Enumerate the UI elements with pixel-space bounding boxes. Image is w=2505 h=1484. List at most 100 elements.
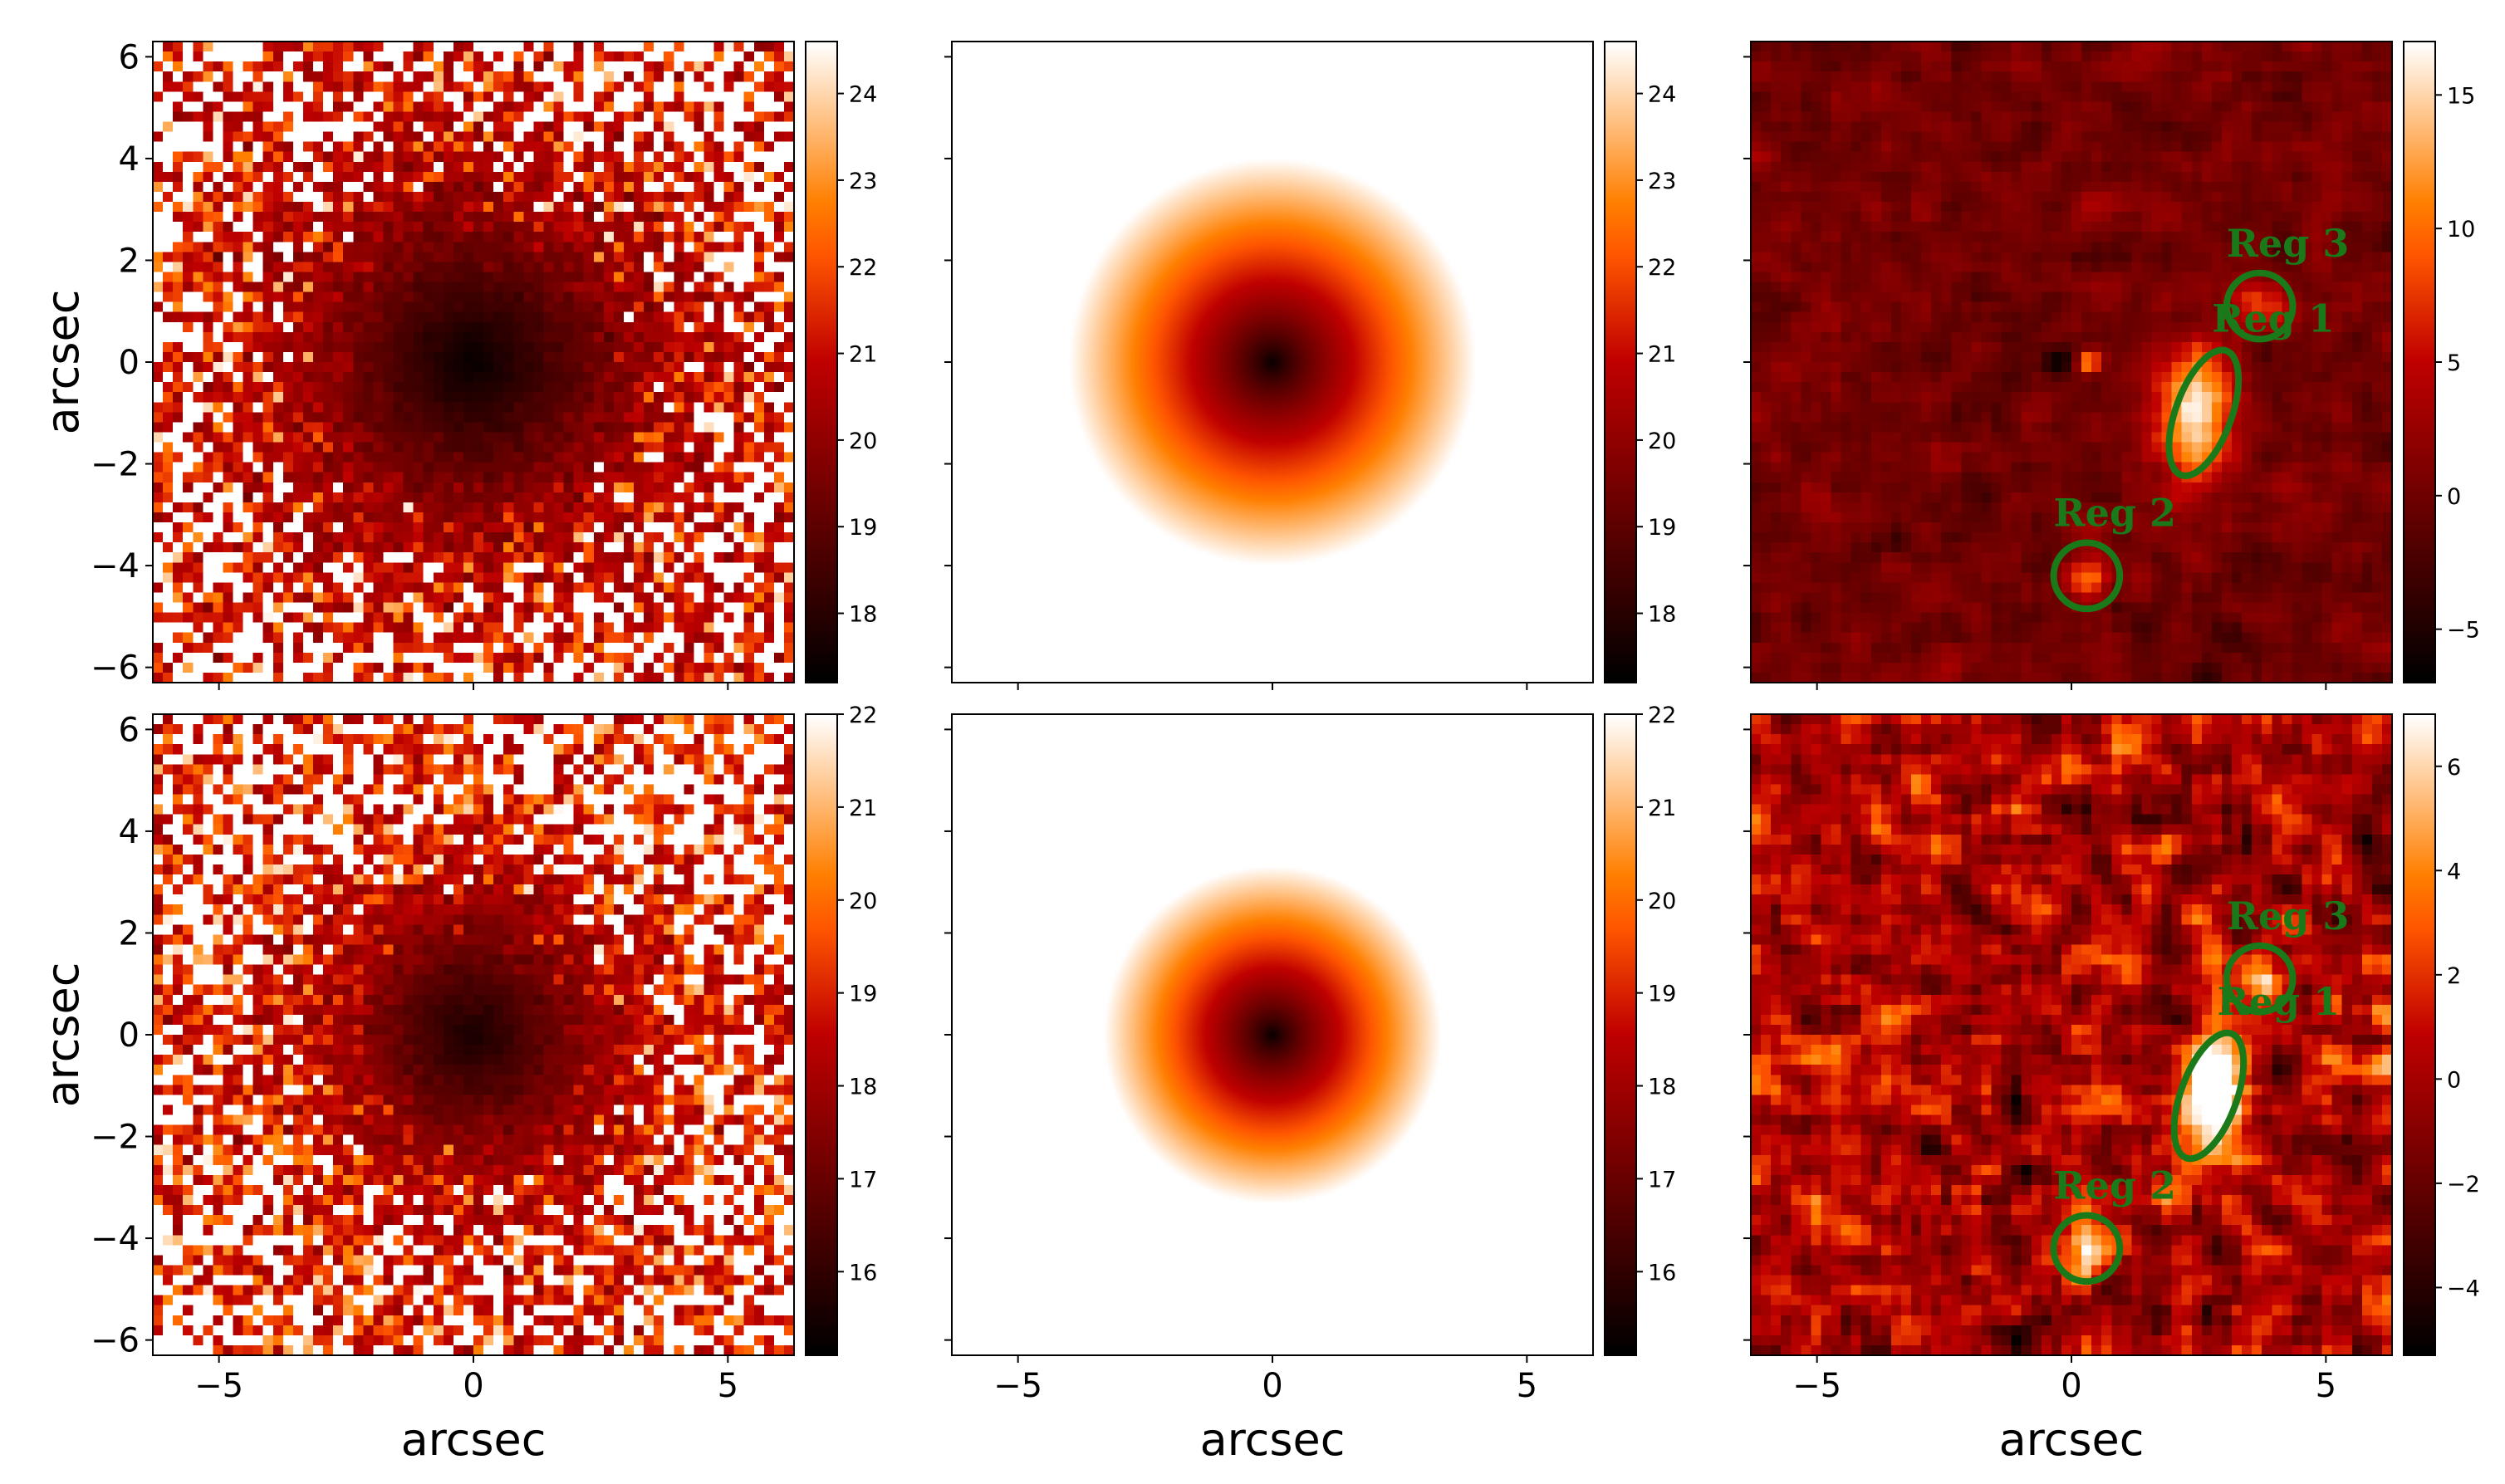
x-tick-label: 5	[718, 1367, 738, 1405]
colorbar-tick-label: 20	[849, 889, 877, 914]
y-axis-label: arcsec	[37, 962, 89, 1108]
region-ellipse	[2223, 269, 2297, 343]
heatmap-image	[1751, 42, 2392, 683]
colorbar-tick-label: 19	[1648, 982, 1676, 1007]
y-tick-label: 4	[119, 813, 140, 851]
heatmap-image	[952, 42, 1593, 683]
x-tick-label: 0	[463, 1367, 483, 1405]
y-tick-label: −2	[91, 446, 140, 484]
colorbar-tick-label: 20	[1648, 429, 1676, 454]
panel-row1-col2: 18 19 20 21 22 23 24	[944, 41, 1676, 690]
heatmap-image	[952, 714, 1593, 1355]
heatmap-image	[153, 42, 794, 683]
colorbar-tick-label: 18	[849, 1075, 877, 1100]
colorbar-tick-label: −2	[2447, 1172, 2480, 1197]
colorbar-frame	[805, 713, 838, 1356]
x-tick-label: −5	[194, 1367, 243, 1405]
colorbar-tick-label: 5	[2447, 350, 2461, 376]
colorbar-tick-label: 22	[849, 255, 877, 281]
y-tick-label: 2	[119, 242, 140, 280]
region-ellipse	[2050, 539, 2124, 613]
y-tick-label: 6	[119, 38, 140, 76]
panel-row2-col1: −6 −4 −2 0 2 4 6 −5 0 5 arcsec arcsec 16 17 18 19 20 21 22	[37, 703, 877, 1466]
colorbar	[2404, 714, 2435, 1355]
colorbar-tick-label: 18	[849, 602, 877, 628]
colorbar-tick-label: 10	[2447, 217, 2475, 242]
colorbar-tick-label: 22	[1648, 255, 1676, 281]
colorbar-tick-label: −5	[2447, 618, 2480, 644]
colorbar	[806, 42, 837, 683]
region-label: Reg 2	[2053, 491, 2176, 536]
colorbar-tick-label: 17	[849, 1167, 877, 1193]
colorbar-tick-label: 16	[849, 1260, 877, 1286]
y-tick-label: 0	[119, 344, 140, 382]
region-label: Reg 3	[2227, 894, 2350, 938]
colorbar-tick-label: 21	[849, 796, 877, 821]
y-tick-label: −6	[91, 1322, 140, 1360]
x-tick-label: −5	[1792, 1367, 1841, 1405]
y-tick-label: 4	[119, 140, 140, 179]
colorbar-frame	[1604, 41, 1637, 683]
region-ellipse	[2170, 1029, 2248, 1163]
x-tick-label: 5	[2316, 1367, 2336, 1405]
panel-row2-col2: −5 0 5 arcsec 16 17 18 19 20 21 22	[944, 703, 1676, 1466]
colorbar-frame	[2403, 713, 2436, 1356]
colorbar-tick-label: 18	[1648, 602, 1676, 628]
colorbar-tick-label: 15	[2447, 83, 2475, 109]
x-axis-label: arcsec	[401, 1413, 547, 1466]
colorbar	[2404, 42, 2435, 683]
colorbar-tick-label: 19	[1648, 515, 1676, 541]
y-tick-label: 0	[119, 1016, 140, 1055]
y-tick-label: −2	[91, 1119, 140, 1157]
colorbar-tick-label: −4	[2447, 1276, 2480, 1301]
colorbar-tick-label: 4	[2447, 859, 2461, 884]
colorbar-tick-label: 19	[849, 982, 877, 1007]
region-label: Reg 3	[2227, 221, 2350, 266]
region-ellipse	[2050, 1212, 2124, 1286]
colorbar-tick-label: 23	[1648, 169, 1676, 194]
colorbar-tick-label: 2	[2447, 963, 2461, 989]
colorbar-tick-label: 24	[1648, 82, 1676, 108]
colorbar-tick-label: 20	[849, 429, 877, 454]
colorbar-tick-label: 22	[849, 703, 877, 728]
colorbar-tick-label: 21	[1648, 342, 1676, 368]
colorbar	[1605, 42, 1636, 683]
y-axis-label: arcsec	[37, 290, 89, 435]
colorbar-tick-label: 23	[849, 169, 877, 194]
colorbar-tick-label: 20	[1648, 889, 1676, 914]
colorbar-tick-label: 0	[2447, 1067, 2461, 1093]
colorbar-frame	[805, 41, 838, 683]
y-tick-label: −6	[91, 649, 140, 688]
colorbar-tick-label: 0	[2447, 484, 2461, 510]
x-tick-label: 5	[1517, 1367, 1537, 1405]
x-tick-label: 0	[2061, 1367, 2081, 1405]
colorbar-tick-label: 22	[1648, 703, 1676, 728]
region-label: Reg 2	[2053, 1163, 2176, 1208]
heatmap-image	[153, 714, 794, 1355]
y-tick-label: 2	[119, 914, 140, 953]
colorbar	[1605, 714, 1636, 1355]
y-tick-label: 6	[119, 711, 140, 749]
colorbar-tick-label: 16	[1648, 1260, 1676, 1286]
colorbar-tick-label: 17	[1648, 1167, 1676, 1193]
x-tick-label: 0	[1262, 1367, 1282, 1405]
colorbar-tick-label: 21	[1648, 796, 1676, 821]
region-ellipse	[2223, 942, 2297, 1016]
region-ellipse	[2165, 346, 2243, 479]
colorbar-tick-label: 18	[1648, 1075, 1676, 1100]
colorbar-tick-label: 21	[849, 342, 877, 368]
x-tick-label: −5	[993, 1367, 1042, 1405]
colorbar-frame	[1604, 713, 1637, 1356]
colorbar-tick-label: 24	[849, 82, 877, 108]
colorbar-tick-label: 19	[849, 515, 877, 541]
y-tick-label: −4	[91, 1220, 140, 1258]
colorbar	[806, 714, 837, 1355]
y-tick-label: −4	[91, 547, 140, 585]
x-axis-label: arcsec	[1999, 1413, 2145, 1466]
heatmap-image	[1751, 714, 2392, 1355]
x-axis-label: arcsec	[1200, 1413, 1346, 1466]
